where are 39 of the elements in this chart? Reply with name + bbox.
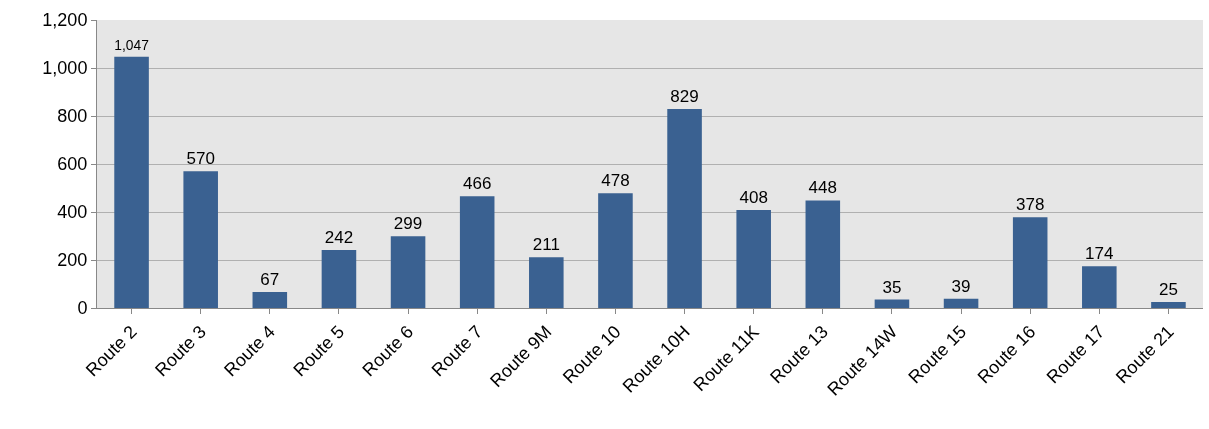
data-label: 408 <box>739 188 768 208</box>
data-label: 378 <box>1016 195 1045 215</box>
data-label: 1,047 <box>114 38 149 54</box>
bar <box>874 299 910 308</box>
data-label: 299 <box>393 214 423 234</box>
y-tick-label: 200 <box>57 250 88 271</box>
bar <box>667 109 702 308</box>
y-tick-label: 1,200 <box>42 10 88 31</box>
data-label: 67 <box>260 269 280 289</box>
y-tick-label: 1,000 <box>42 58 88 79</box>
data-label: 448 <box>808 178 837 198</box>
bar <box>598 193 633 308</box>
data-label: 466 <box>463 174 492 194</box>
data-label: 39 <box>951 276 971 296</box>
bar <box>114 56 149 308</box>
bar <box>321 249 357 308</box>
data-label: 211 <box>532 235 560 255</box>
bar <box>943 298 979 308</box>
y-tick-label: 400 <box>57 202 88 223</box>
data-label: 25 <box>1158 280 1178 299</box>
bar <box>459 196 495 308</box>
data-label: 242 <box>324 227 354 247</box>
bar <box>390 236 426 308</box>
bar <box>1012 217 1048 308</box>
bar <box>1082 266 1117 308</box>
data-label: 570 <box>186 149 215 169</box>
bar <box>1151 302 1186 308</box>
y-tick-label: 0 <box>77 298 88 319</box>
data-label: 35 <box>882 277 902 297</box>
y-tick-label: 600 <box>57 154 88 175</box>
y-tick-label: 800 <box>57 106 88 127</box>
data-label: 478 <box>601 171 630 191</box>
data-label: 174 <box>1085 244 1114 264</box>
bar <box>736 210 771 308</box>
bar <box>252 291 288 308</box>
data-label: 829 <box>670 87 699 107</box>
bar <box>183 171 218 308</box>
bar <box>529 257 564 308</box>
bar <box>805 200 841 308</box>
